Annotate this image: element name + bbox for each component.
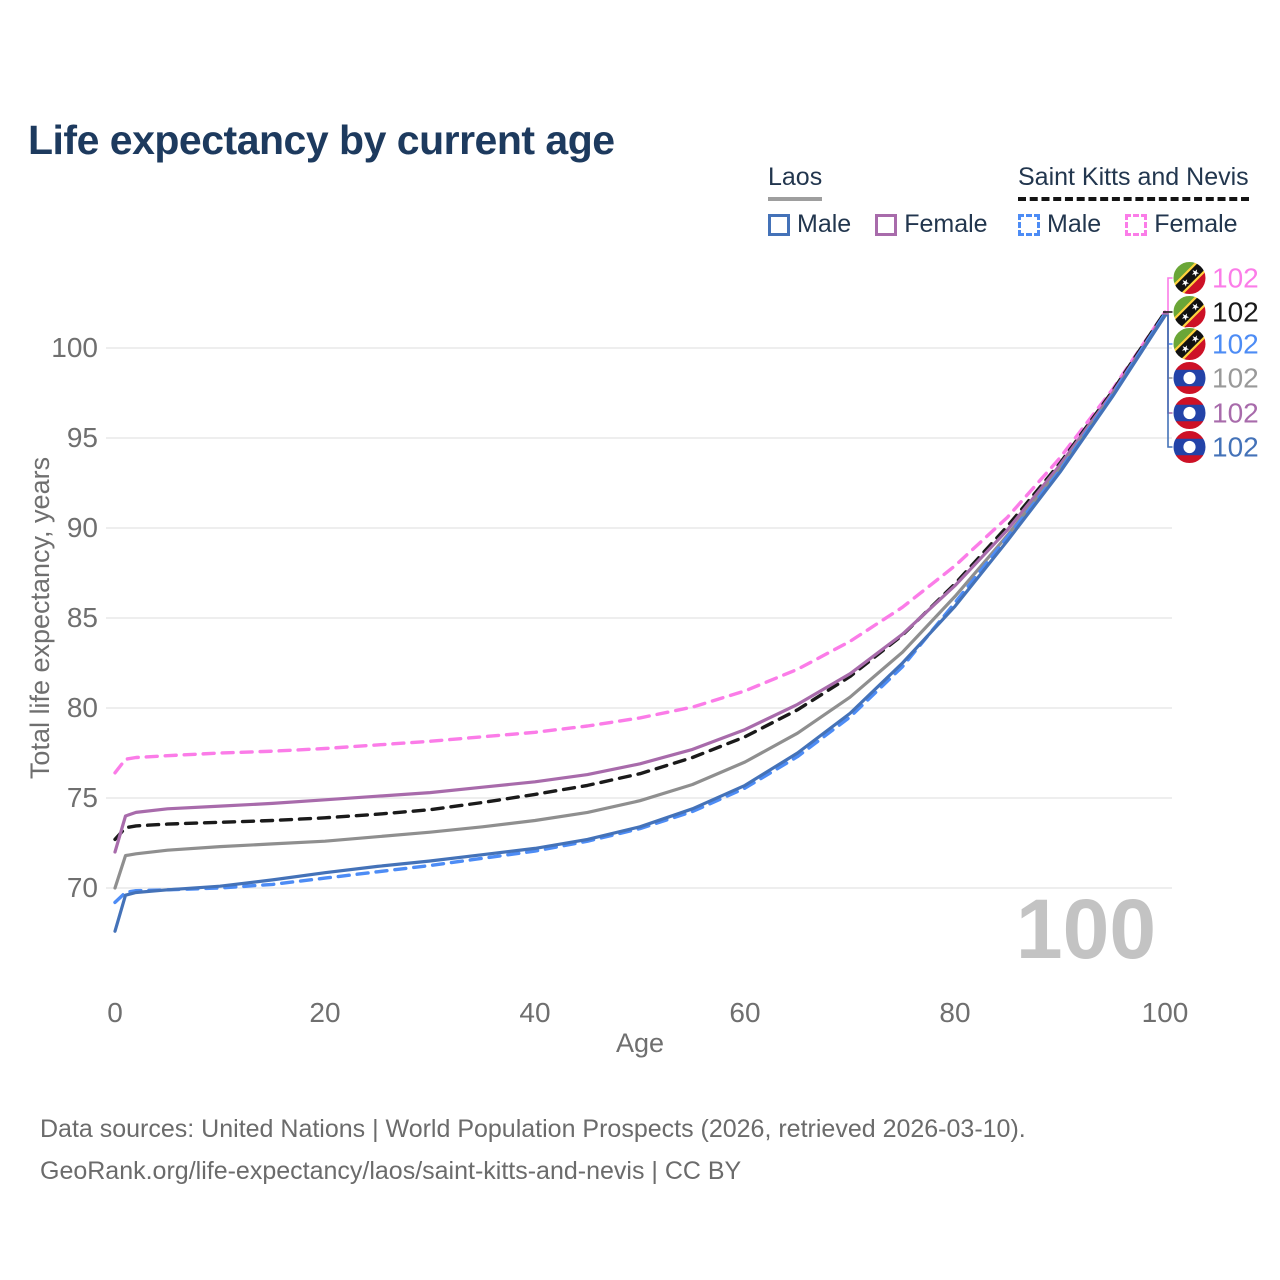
legend-country-saint-kitts-and-nevis: Saint Kitts and Nevis	[1018, 163, 1249, 201]
series-line-saint-kitts-and-nevis-both-sexes	[113, 310, 1167, 842]
y-tick-label: 90	[67, 512, 98, 543]
x-tick-label: 40	[519, 997, 550, 1028]
y-tick-label: 100	[51, 332, 98, 363]
watermark: 100	[1016, 882, 1156, 976]
legend-item-skn-female[interactable]: Female	[1125, 210, 1238, 239]
y-tick-label: 80	[67, 692, 98, 723]
series-line-saint-kitts-and-nevis-female	[113, 310, 1167, 775]
series-line-laos-male	[113, 314, 1167, 933]
laos-male-swatch-icon	[768, 213, 790, 236]
y-tick-label: 95	[67, 422, 98, 453]
legend-item-label: Female	[1154, 210, 1238, 238]
x-tick-label: 80	[939, 997, 970, 1028]
axis-labels: 70 75 80 85 90 95 100 0 20 40 60 80 100 Age Total life…	[25, 332, 1188, 1058]
series-line-laos-both-sexes	[113, 314, 1167, 890]
age-counter-watermark: 100	[1016, 882, 1156, 976]
y-tick-label: 75	[67, 782, 98, 813]
y-tick-label: 85	[67, 602, 98, 633]
legend-item-skn-male[interactable]: Male	[1018, 210, 1101, 239]
gridlines	[106, 347, 1172, 889]
laos-female-swatch-icon	[875, 213, 898, 236]
legend-group-laos: Laos Male Female	[768, 163, 988, 239]
x-tick-label: 20	[309, 997, 340, 1028]
page-title: Life expectancy by current age	[28, 117, 615, 164]
series-lines	[113, 310, 1167, 933]
legend-item-label: Male	[797, 210, 852, 238]
leader-line	[1163, 277, 1173, 313]
laos-flag-icon	[1172, 430, 1207, 464]
legend-item-label: Female	[904, 210, 988, 238]
end-value-label: 102	[1212, 329, 1259, 360]
end-value-label: 102	[1212, 263, 1259, 294]
attribution-line: GeoRank.org/life-expectancy/laos/saint-k…	[40, 1157, 742, 1185]
legend-item-laos-male[interactable]: Male	[768, 210, 851, 239]
legend-item-laos-female[interactable]: Female	[875, 210, 988, 239]
x-tick-label: 100	[1142, 997, 1189, 1028]
y-axis-title: Total life expectancy, years	[25, 457, 55, 779]
saint-kitts-and-nevis-flag-icon: ★★	[1172, 295, 1207, 329]
y-tick-label: 70	[67, 872, 98, 903]
laos-flag-icon	[1172, 396, 1207, 430]
series-line-saint-kitts-and-nevis-male	[113, 312, 1167, 905]
saint-kitts-and-nevis-flag-icon: ★★	[1172, 261, 1207, 295]
legend-group-saint-kitts-and-nevis: Saint Kitts and Nevis Male Female	[1018, 163, 1249, 239]
x-tick-label: 0	[107, 997, 123, 1028]
skn-female-swatch-icon	[1125, 213, 1148, 236]
saint-kitts-and-nevis-flag-icon: ★★	[1172, 327, 1207, 361]
end-value-label: 102	[1212, 432, 1259, 463]
x-tick-label: 60	[729, 997, 760, 1028]
x-axis-title: Age	[616, 1028, 664, 1058]
legend-item-label: Male	[1047, 210, 1102, 238]
end-value-label: 102	[1212, 398, 1259, 429]
laos-flag-icon	[1172, 361, 1207, 395]
end-value-label: 102	[1212, 297, 1259, 328]
skn-male-swatch-icon	[1018, 213, 1040, 236]
footer: Data sources: United Nations | World Pop…	[40, 1108, 1240, 1192]
leader-line	[1163, 314, 1173, 448]
legend-country-laos: Laos	[768, 163, 823, 201]
data-sources-line: Data sources: United Nations | World Pop…	[40, 1115, 1026, 1143]
end-value-label: 102	[1212, 363, 1259, 394]
series-line-laos-female	[113, 312, 1167, 854]
